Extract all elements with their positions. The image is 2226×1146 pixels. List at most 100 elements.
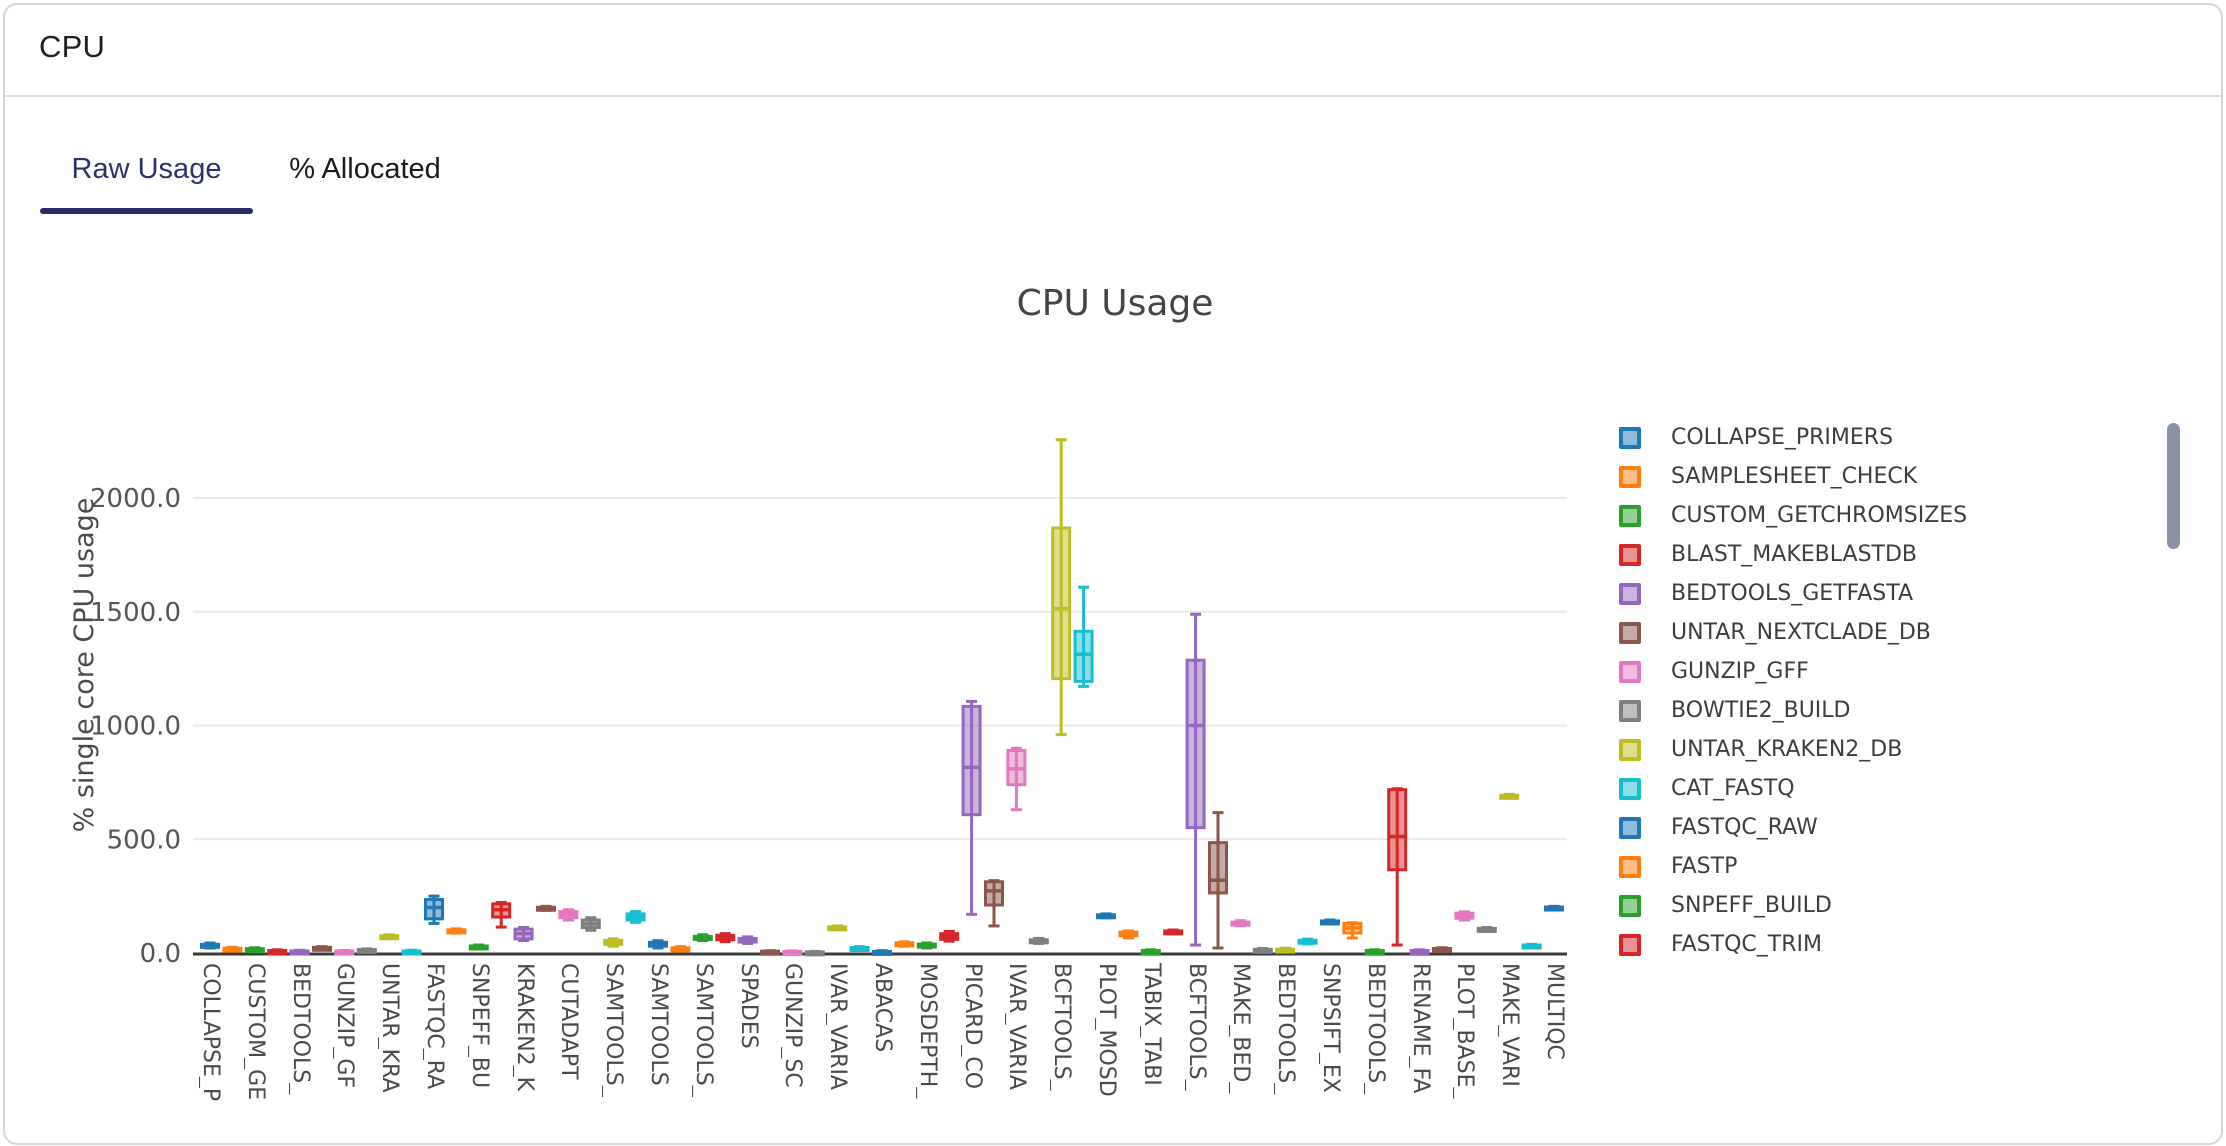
- legend-label: UNTAR_NEXTCLADE_DB: [1671, 620, 1931, 645]
- box-plot-37[interactable]: [1028, 936, 1049, 945]
- tab-percent-allocated[interactable]: % Allocated: [289, 153, 441, 185]
- legend-item[interactable]: BLAST_MAKEBLASTDB: [1619, 535, 1967, 574]
- box-plot-55[interactable]: [1432, 946, 1452, 953]
- box-plot-39[interactable]: [1073, 585, 1094, 688]
- legend-item[interactable]: BOWTIE2_BUILD: [1619, 691, 1967, 730]
- box-plot-16[interactable]: [558, 908, 579, 922]
- box-plot-59[interactable]: [1521, 942, 1542, 950]
- x-tick-label: MULTIQC: [1543, 963, 1565, 1060]
- y-tick-label: 0.0: [140, 939, 181, 969]
- box-plot-22[interactable]: [692, 933, 713, 942]
- box-plot-23[interactable]: [715, 932, 736, 944]
- box-plot-9[interactable]: [401, 948, 422, 956]
- legend-item[interactable]: CAT_FASTQ: [1619, 769, 1967, 808]
- box-plot-2[interactable]: [244, 946, 265, 954]
- y-tick-label: 500.0: [107, 825, 181, 855]
- box-plot-32[interactable]: [916, 941, 937, 950]
- x-tick-label: SPADES: [736, 963, 759, 1049]
- box-plot-13[interactable]: [491, 900, 512, 929]
- box-plot-8[interactable]: [379, 933, 400, 941]
- box-plot-46[interactable]: [1230, 919, 1251, 928]
- box-plot-28[interactable]: [827, 924, 848, 932]
- box-plot-31[interactable]: [894, 940, 915, 948]
- legend-item[interactable]: UNTAR_KRAKEN2_DB: [1619, 730, 1967, 769]
- box-plot-1[interactable]: [222, 945, 243, 953]
- box-plot-27[interactable]: [804, 949, 825, 957]
- box-plot-11[interactable]: [446, 927, 467, 935]
- box-plot-3[interactable]: [267, 948, 288, 955]
- legend-label: GUNZIP_GFF: [1671, 659, 1809, 684]
- legend-item[interactable]: FASTP: [1619, 847, 1967, 886]
- x-tick-label: COLLAPSE_P: [199, 963, 221, 1102]
- legend-item[interactable]: COLLAPSE_PRIMERS: [1619, 418, 1967, 457]
- box-plot-50[interactable]: [1320, 918, 1340, 926]
- legend-label: FASTP: [1671, 854, 1738, 879]
- x-tick-label: KRAKEN2_K: [512, 963, 535, 1092]
- box-plot-36[interactable]: [1006, 746, 1027, 812]
- box-plot-43[interactable]: [1163, 928, 1184, 936]
- box-plot-10[interactable]: [424, 894, 444, 925]
- box-plot-57[interactable]: [1476, 926, 1497, 933]
- legend-item[interactable]: CUSTOM_GETCHROMSIZES: [1619, 496, 1967, 535]
- legend-swatch-icon: [1619, 894, 1641, 917]
- box-plot-45[interactable]: [1208, 811, 1228, 950]
- box-plot-21[interactable]: [670, 945, 691, 953]
- box-plot-24[interactable]: [737, 935, 758, 945]
- box-plot-35[interactable]: [984, 879, 1004, 928]
- box-plot-0[interactable]: [200, 941, 220, 950]
- panel-header: CPU: [5, 5, 2221, 97]
- box-plot-60[interactable]: [1544, 904, 1564, 912]
- box-plot-40[interactable]: [1096, 912, 1116, 920]
- box-plot-33[interactable]: [939, 929, 960, 943]
- box-plot-15[interactable]: [536, 904, 556, 912]
- x-tick-label: SAMTOOLS_: [691, 963, 714, 1097]
- legend-label: SAMPLESHEET_CHECK: [1671, 464, 1918, 489]
- box-plot-53[interactable]: [1387, 787, 1408, 947]
- legend-scrollbar-thumb[interactable]: [2167, 423, 2180, 549]
- box-plot-7[interactable]: [356, 947, 377, 955]
- box-plot-51[interactable]: [1342, 921, 1363, 940]
- chart-legend: COLLAPSE_PRIMERS SAMPLESHEET_CHECK CUSTOM_…: [1619, 418, 1967, 964]
- y-tick-label: 2000.0: [90, 484, 181, 514]
- box-plot-42[interactable]: [1140, 948, 1161, 955]
- box-plot-19[interactable]: [625, 910, 646, 924]
- box-plot-49[interactable]: [1297, 937, 1318, 946]
- box-plot-47[interactable]: [1252, 946, 1273, 954]
- box-plot-41[interactable]: [1118, 929, 1139, 940]
- box-plot-17[interactable]: [580, 916, 601, 932]
- box-plot-6[interactable]: [334, 948, 355, 956]
- x-tick-label: BCFTOOLS_: [1050, 963, 1073, 1091]
- x-tick-label: ABACAS: [871, 963, 893, 1053]
- box-plot-34[interactable]: [961, 699, 982, 916]
- legend-item[interactable]: UNTAR_NEXTCLADE_DB: [1619, 613, 1967, 652]
- box-plot-48[interactable]: [1275, 946, 1296, 954]
- legend-item[interactable]: FASTQC_TRIM: [1619, 925, 1967, 964]
- box-plot-30[interactable]: [872, 949, 892, 956]
- legend-item[interactable]: SAMPLESHEET_CHECK: [1619, 457, 1967, 496]
- legend-item[interactable]: GUNZIP_GFF: [1619, 652, 1967, 691]
- box-plot-14[interactable]: [513, 926, 534, 942]
- box-plot-38[interactable]: [1051, 438, 1072, 737]
- box-plot-26[interactable]: [782, 949, 803, 956]
- legend-item[interactable]: SNPEFF_BUILD: [1619, 886, 1967, 925]
- tab-raw-usage[interactable]: Raw Usage: [71, 153, 222, 185]
- box-plot-54[interactable]: [1409, 948, 1430, 955]
- box-plot-25[interactable]: [760, 949, 780, 956]
- box-plot-44[interactable]: [1185, 612, 1206, 947]
- y-axis-title: % single core CPU usage: [69, 498, 100, 833]
- legend-item[interactable]: FASTQC_RAW: [1619, 808, 1967, 847]
- box-plot-58[interactable]: [1499, 792, 1520, 800]
- box-plot-20[interactable]: [648, 939, 668, 950]
- box-plot-56[interactable]: [1454, 910, 1475, 922]
- box-plot-29[interactable]: [849, 945, 870, 953]
- panel-title: CPU: [39, 29, 106, 64]
- box-plot-18[interactable]: [603, 937, 624, 948]
- y-tick-label: 1000.0: [90, 712, 181, 742]
- legend-swatch-icon: [1619, 426, 1641, 449]
- x-tick-label: MAKE_BED_: [1229, 963, 1252, 1094]
- box-plot-5[interactable]: [312, 945, 332, 952]
- box-plot-52[interactable]: [1364, 948, 1385, 955]
- legend-item[interactable]: BEDTOOLS_GETFASTA: [1619, 574, 1967, 613]
- box-plot-12[interactable]: [468, 943, 489, 951]
- box-plot-4[interactable]: [289, 948, 310, 956]
